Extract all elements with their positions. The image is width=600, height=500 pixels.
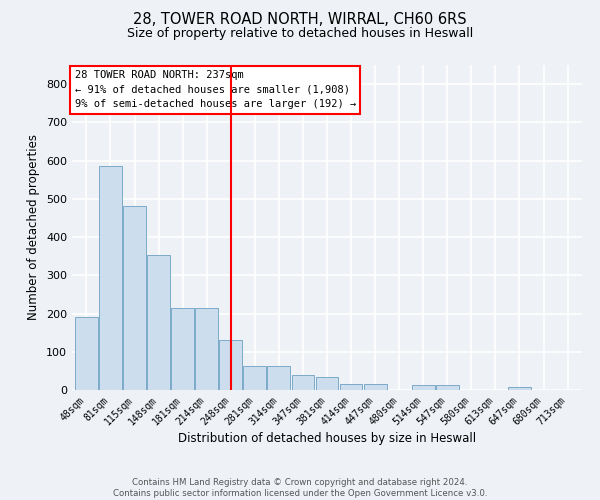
Text: Contains HM Land Registry data © Crown copyright and database right 2024.
Contai: Contains HM Land Registry data © Crown c… [113, 478, 487, 498]
Bar [412, 386, 434, 390]
Text: Size of property relative to detached houses in Heswall: Size of property relative to detached ho… [127, 28, 473, 40]
Bar [340, 384, 362, 390]
Bar [171, 308, 194, 390]
Y-axis label: Number of detached properties: Number of detached properties [28, 134, 40, 320]
Bar [99, 166, 122, 390]
Bar [244, 366, 266, 390]
Bar [268, 366, 290, 390]
Bar [220, 340, 242, 390]
Bar [436, 386, 459, 390]
Bar [75, 316, 98, 390]
Bar [292, 374, 314, 390]
Text: 28, TOWER ROAD NORTH, WIRRAL, CH60 6RS: 28, TOWER ROAD NORTH, WIRRAL, CH60 6RS [133, 12, 467, 28]
Bar [508, 387, 531, 390]
Bar [364, 384, 386, 390]
Text: 28 TOWER ROAD NORTH: 237sqm
← 91% of detached houses are smaller (1,908)
9% of s: 28 TOWER ROAD NORTH: 237sqm ← 91% of det… [74, 70, 356, 110]
Bar [195, 308, 218, 390]
Bar [147, 256, 170, 390]
Bar [123, 206, 146, 390]
Bar [316, 378, 338, 390]
X-axis label: Distribution of detached houses by size in Heswall: Distribution of detached houses by size … [178, 432, 476, 446]
